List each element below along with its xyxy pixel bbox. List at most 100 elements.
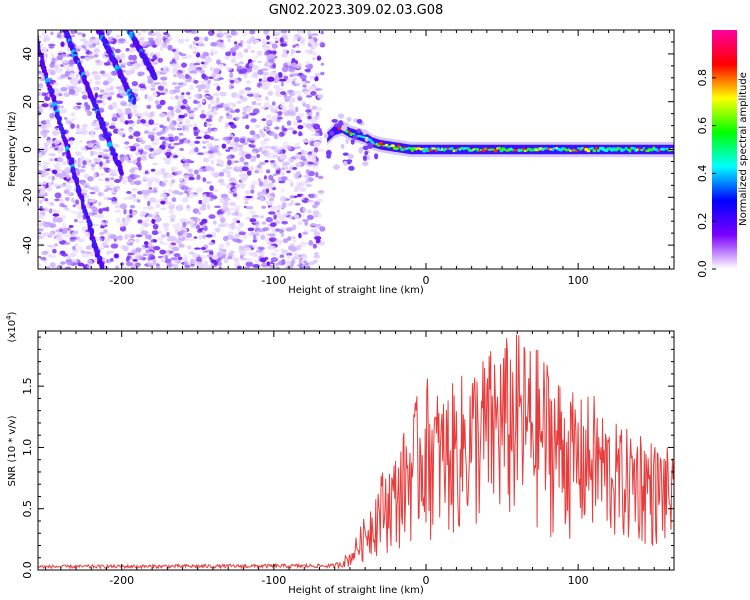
spectrogram-noise-dot bbox=[284, 37, 289, 40]
spectrogram-noise-dot bbox=[201, 73, 207, 79]
spectrogram-noise-dot bbox=[304, 80, 311, 84]
spectrogram-noise-dot bbox=[218, 243, 225, 249]
spectrogram-line-features bbox=[38, 30, 158, 269]
signal-core-dot bbox=[498, 146, 501, 150]
spectrogram-noise-dot bbox=[240, 173, 248, 178]
signal-onset-dot bbox=[345, 137, 349, 144]
spectrogram-noise-dot bbox=[267, 53, 275, 59]
spectrogram-noise-dot bbox=[66, 174, 71, 180]
spectrogram-noise-dot bbox=[233, 136, 240, 143]
spectrogram-noise-dot bbox=[157, 85, 165, 91]
spectrogram-noise-dot bbox=[268, 174, 274, 181]
spectrogram-noise-dot bbox=[38, 223, 43, 227]
spectrogram-noise-dot bbox=[48, 107, 55, 111]
colorbar-gradient bbox=[712, 30, 737, 269]
spectrogram-noise-dot bbox=[68, 89, 76, 95]
spectrogram-noise-dot bbox=[119, 85, 125, 91]
spectrogram-noise-dot bbox=[198, 167, 205, 173]
spectrogram-noise-dot bbox=[179, 147, 184, 152]
spectrogram-noise-dot bbox=[91, 166, 95, 171]
spectrogram-noise-dot bbox=[307, 199, 314, 203]
spectrogram-noise-dot bbox=[209, 185, 214, 191]
spectrogram-noise-dot bbox=[101, 241, 109, 247]
spectrogram-noise-dot bbox=[171, 246, 180, 252]
spectrogram-noise-dot bbox=[39, 124, 47, 128]
spectrogram-noise-dot bbox=[195, 224, 201, 230]
spectrogram-noise-dot bbox=[292, 73, 300, 77]
spectrogram-noise-dot bbox=[155, 38, 159, 42]
spectrogram-noise-dot bbox=[190, 30, 197, 34]
spectrogram-noise-dot bbox=[128, 233, 133, 238]
spectrogram-x-tick-label: -100 bbox=[261, 274, 286, 287]
spectrogram-noise-dot bbox=[306, 214, 314, 220]
spectrogram-noise-dot bbox=[173, 135, 179, 141]
spectrogram-noise-dot bbox=[87, 142, 94, 149]
spectrogram-noise-dot bbox=[319, 226, 326, 232]
spectrogram-noise-dot bbox=[81, 188, 87, 193]
spectrogram-noise-dot bbox=[120, 92, 128, 97]
spectrogram-noise-dot bbox=[132, 265, 136, 269]
spectrogram-noise-dot bbox=[260, 133, 266, 138]
spectrogram-x-axis-label: Height of straight line (km) bbox=[288, 285, 424, 296]
spectrogram-noise-dot bbox=[218, 214, 224, 218]
spectrogram-noise-dot bbox=[93, 214, 99, 218]
spectrogram-noise-dot bbox=[191, 191, 195, 195]
signal-core-dot bbox=[454, 148, 458, 152]
spectrogram-noise-dot bbox=[313, 160, 320, 165]
spectrogram-noise-dot bbox=[108, 235, 116, 239]
spectrogram-noise-dot bbox=[238, 245, 244, 251]
spectrogram-noise-dot bbox=[206, 181, 212, 184]
spectrogram-noise-dot bbox=[225, 112, 230, 117]
spectrogram-noise-dot bbox=[173, 89, 181, 93]
spectrogram-noise-dot bbox=[157, 236, 164, 241]
spectrogram-noise-dot bbox=[279, 230, 283, 235]
spectrogram-noise-dot bbox=[55, 88, 61, 94]
spectrogram-noise-dot bbox=[252, 245, 260, 249]
spectrogram-noise-dot bbox=[256, 102, 262, 106]
spectrogram-noise-dot bbox=[110, 177, 115, 181]
spectrogram-noise-dot bbox=[95, 62, 103, 67]
spectrogram-noise-dot bbox=[174, 53, 180, 59]
spectrogram-noise-dot bbox=[245, 91, 253, 95]
spectrogram-y-tick-label: 20 bbox=[21, 95, 34, 109]
spectrogram-noise-dot bbox=[294, 153, 301, 160]
spectrogram-noise-dot bbox=[236, 65, 243, 71]
spectrogram-noise-dot bbox=[153, 239, 157, 243]
spectrogram-noise-dot bbox=[278, 239, 283, 245]
spectrogram-noise-dot bbox=[281, 220, 289, 225]
spectrogram-noise-dot bbox=[226, 35, 233, 39]
spectrogram-noise-dot bbox=[174, 86, 181, 90]
spectrogram-noise-dot bbox=[308, 239, 313, 246]
spectrogram-noise-dot bbox=[181, 56, 188, 59]
spectrogram-noise-dot bbox=[77, 246, 83, 251]
spectrogram-noise-dot bbox=[171, 197, 177, 203]
spectrogram-noise-dot bbox=[125, 70, 133, 76]
spectrogram-noise-dot bbox=[251, 50, 255, 53]
spectrogram-noise-dot bbox=[278, 78, 287, 82]
spectrogram-noise-dot bbox=[248, 244, 254, 249]
spectrogram-noise-dot bbox=[216, 85, 221, 91]
spectrogram-noise-dot bbox=[265, 217, 273, 223]
spectrogram-noise-dot bbox=[229, 202, 236, 207]
signal-core-dot bbox=[399, 146, 403, 149]
spectrogram-noise-dot bbox=[177, 124, 183, 129]
spectrogram-noise-dot bbox=[270, 257, 279, 263]
spectrogram-noise-dot bbox=[71, 232, 78, 235]
spectrogram-noise-dot bbox=[193, 128, 201, 134]
spectrogram-noise-dot bbox=[259, 170, 263, 174]
spectrogram-noise-dot bbox=[137, 219, 143, 224]
spectrogram-line-dot bbox=[120, 171, 124, 176]
spectrogram-noise-dot bbox=[302, 207, 306, 213]
spectrogram-noise-dot bbox=[295, 106, 299, 113]
signal-onset-dot bbox=[362, 129, 368, 135]
spectrogram-noise-dot bbox=[137, 147, 143, 151]
spectrogram-noise-dot bbox=[187, 110, 195, 114]
spectrogram-noise-dot bbox=[189, 258, 196, 265]
spectrogram-noise-dot bbox=[93, 173, 97, 179]
spectrogram-noise-dot bbox=[205, 123, 213, 127]
spectrogram-noise-dot bbox=[181, 197, 189, 203]
spectrogram-noise-dot bbox=[108, 182, 114, 189]
spectrogram-noise-dot bbox=[169, 182, 174, 187]
spectrogram-noise-dot bbox=[226, 139, 232, 145]
